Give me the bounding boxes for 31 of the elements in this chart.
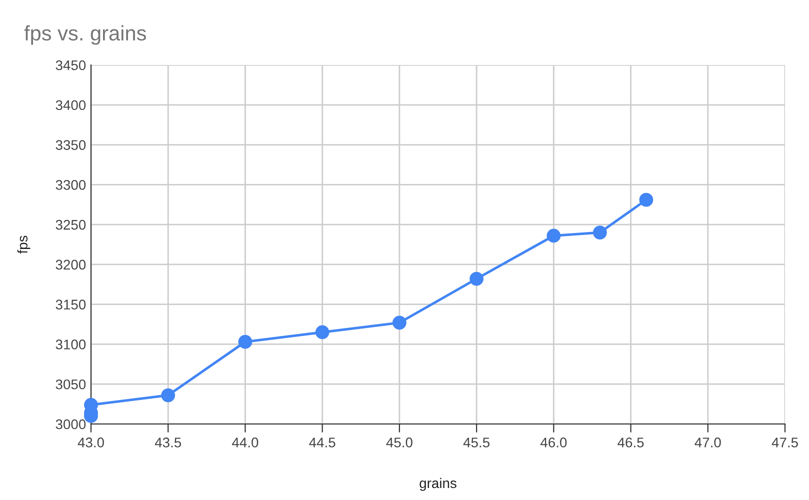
- point: [470, 272, 484, 286]
- x-tick-label: 43.5: [154, 438, 182, 448]
- x-tick-label: 45.0: [386, 438, 412, 448]
- y-tick-label: 3000: [56, 419, 86, 430]
- x-tick-label: 44.0: [232, 438, 258, 448]
- y-tick-label: 3250: [56, 220, 86, 230]
- x-tick-label: 47.0: [694, 438, 721, 448]
- point: [315, 325, 330, 340]
- chart-title: fps vs. grains: [24, 25, 146, 45]
- y-tick-label: 3450: [56, 60, 86, 70]
- x-tick-label: 45.5: [463, 438, 490, 448]
- y-tick-label: 3050: [56, 379, 86, 390]
- point: [392, 316, 406, 330]
- y-tick-label: 3400: [56, 100, 86, 110]
- y-tick-label: 3200: [56, 260, 86, 270]
- point: [238, 334, 252, 349]
- point: [546, 228, 561, 243]
- x-tick-label: 44.5: [309, 438, 336, 448]
- y-tick-label: 3150: [56, 300, 86, 310]
- point: [161, 388, 176, 402]
- point: [639, 192, 654, 207]
- x-axis-title: grains: [420, 478, 456, 491]
- y-tick-label: 3350: [56, 140, 86, 150]
- y-tick-label: 3300: [56, 180, 86, 190]
- x-tick-label: 43.0: [78, 438, 104, 448]
- x-tick-label: 46.0: [540, 438, 567, 448]
- x-tick-label: 47.5: [772, 438, 798, 448]
- point: [592, 226, 607, 240]
- y-tick-label: 3100: [56, 340, 86, 350]
- y-axis-title: fps: [17, 236, 30, 254]
- x-tick-label: 46.5: [618, 438, 644, 448]
